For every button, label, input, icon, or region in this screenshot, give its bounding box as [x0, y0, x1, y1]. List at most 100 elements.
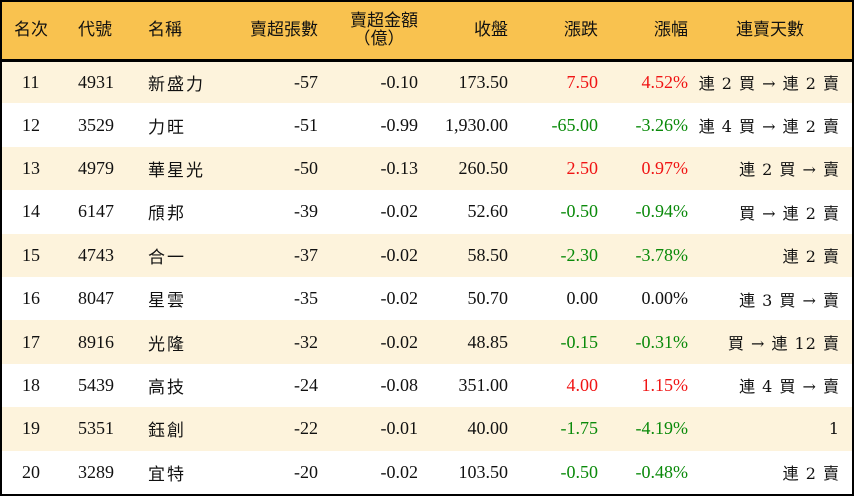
name-cell: 宜特 [148, 464, 186, 485]
close-price-cell: 40.00 [467, 418, 509, 439]
name-cell: 光隆 [148, 334, 186, 355]
header-close: 收盤 [474, 20, 508, 41]
code-cell: 5439 [78, 374, 114, 395]
rank-cell: 20 [22, 461, 40, 482]
code-cell: 8047 [78, 288, 114, 309]
net-sell-amount-cell: -0.13 [380, 157, 419, 178]
code-cell: 3289 [78, 461, 114, 482]
streak-cell: 連 2 賣 [782, 464, 840, 484]
net-sell-amount-cell: -0.02 [380, 288, 419, 309]
change-cell: 4.00 [566, 374, 599, 395]
name-cell: 鈺創 [148, 421, 186, 442]
change-pct-cell: 0.00% [641, 288, 689, 309]
streak-cell: 連 4 買 → 連 2 賣 [698, 117, 840, 137]
rank-cell: 13 [22, 157, 40, 178]
change-cell: -2.30 [560, 244, 599, 265]
name-cell: 合一 [148, 247, 186, 268]
rank-cell: 15 [22, 244, 40, 265]
change-pct-cell: -0.94% [635, 201, 689, 222]
net-sell-lots-cell: -35 [294, 288, 318, 309]
close-price-cell: 351.00 [458, 374, 509, 395]
rank-cell: 11 [22, 71, 40, 92]
table-row[interactable]: 13 4979 華星光 -50 -0.13 260.50 2.50 0.97% 連 2 買 → … [2, 146, 852, 191]
code-cell: 4743 [78, 244, 114, 265]
header-rank: 名次 [14, 20, 48, 41]
change-pct-cell: 0.97% [641, 157, 689, 178]
header-name: 名稱 [148, 20, 182, 41]
change-cell: -0.50 [560, 201, 599, 222]
change-cell: -1.75 [560, 418, 599, 439]
streak-cell: 連 2 買 → 連 2 賣 [698, 74, 840, 94]
table-row[interactable]: 15 4743 合一 -37 -0.02 58.50 -2.30 -3.78% 連 2 賣 [2, 233, 852, 277]
name-cell: 新盛力 [148, 74, 205, 95]
change-pct-cell: -0.31% [635, 331, 689, 352]
header-change-pct: 漲幅 [654, 20, 688, 41]
close-price-cell: 103.50 [458, 461, 509, 482]
table-row[interactable]: 19 5351 鈺創 -22 -0.01 40.00 -1.75 -4.19% 1 [2, 407, 852, 451]
change-pct-cell: 1.15% [641, 374, 689, 395]
net-sell-lots-cell: -22 [294, 418, 318, 439]
net-sell-amount-cell: -0.02 [380, 461, 419, 482]
change-pct-cell: 4.52% [641, 71, 689, 92]
change-cell: 0.00 [566, 288, 599, 309]
table-row[interactable]: 20 3289 宜特 -20 -0.02 103.50 -0.50 -0.48% 連 2 賣 [2, 450, 852, 494]
net-sell-lots-cell: -51 [294, 114, 318, 135]
streak-cell: 連 3 買 → 賣 [739, 290, 840, 310]
change-pct-cell: -3.26% [635, 114, 689, 135]
name-cell: 高技 [148, 377, 186, 398]
code-cell: 3529 [78, 114, 114, 135]
streak-cell: 買 → 連 2 賣 [739, 203, 840, 223]
change-cell: -0.50 [560, 461, 599, 482]
header-change: 漲跌 [564, 20, 598, 41]
header-net-sell-amount: 賣超金額 （億） [318, 2, 418, 60]
name-cell: 頎邦 [148, 204, 186, 225]
rank-cell: 16 [22, 288, 40, 309]
close-price-cell: 58.50 [467, 244, 509, 265]
net-sell-lots-cell: -57 [294, 71, 318, 92]
close-price-cell: 1,930.00 [445, 114, 508, 135]
change-pct-cell: -4.19% [635, 418, 689, 439]
code-cell: 8916 [78, 331, 114, 352]
change-pct-cell: -0.48% [635, 461, 689, 482]
close-price-cell: 50.70 [467, 288, 509, 309]
net-sell-amount-cell: -0.99 [380, 114, 419, 135]
table-row[interactable]: 14 6147 頎邦 -39 -0.02 52.60 -0.50 -0.94% 買 → 連 2 … [2, 190, 852, 234]
table-row[interactable]: 16 8047 星雲 -35 -0.02 50.70 0.00 0.00% 連 3 買 → 賣 [2, 276, 852, 321]
net-sell-amount-cell: -0.02 [380, 244, 419, 265]
rank-cell: 17 [22, 331, 40, 352]
rank-cell: 18 [22, 374, 40, 395]
streak-cell: 買 → 連 12 賣 [727, 334, 840, 354]
code-cell: 6147 [78, 201, 114, 222]
table-row[interactable]: 11 4931 新盛力 -57 -0.10 173.50 7.50 4.52% 連 2 買 → … [2, 60, 852, 104]
net-sell-amount-cell: -0.08 [380, 374, 419, 395]
table-row[interactable]: 18 5439 高技 -24 -0.08 351.00 4.00 1.15% 連 4 買 → 賣 [2, 363, 852, 408]
code-cell: 4931 [78, 71, 114, 92]
header-net-sell-amount-line1: 賣超金額 [350, 11, 418, 32]
streak-cell: 連 4 買 → 賣 [739, 377, 840, 397]
close-price-cell: 173.50 [458, 71, 509, 92]
close-price-cell: 260.50 [458, 157, 509, 178]
net-sell-lots-cell: -39 [294, 201, 318, 222]
net-sell-lots-cell: -20 [294, 461, 318, 482]
net-sell-lots-cell: -32 [294, 331, 318, 352]
rank-cell: 19 [22, 418, 40, 439]
close-price-cell: 48.85 [467, 331, 509, 352]
streak-cell: 連 2 賣 [782, 247, 840, 267]
table-body: 11 4931 新盛力 -57 -0.10 173.50 7.50 4.52% 連 2 買 → … [2, 60, 852, 494]
change-cell: 2.50 [566, 157, 599, 178]
header-net-sell-amount-line2: （億） [353, 29, 405, 50]
close-price-cell: 52.60 [467, 201, 509, 222]
change-cell: -0.15 [560, 331, 599, 352]
change-cell: 7.50 [566, 71, 599, 92]
table-row[interactable]: 17 8916 光隆 -32 -0.02 48.85 -0.15 -0.31% 買 → 連 12… [2, 320, 852, 364]
name-cell: 華星光 [148, 160, 205, 181]
net-sell-lots-cell: -24 [294, 374, 318, 395]
net-sell-lots-cell: -50 [294, 157, 318, 178]
net-sell-amount-cell: -0.10 [380, 71, 419, 92]
rank-cell: 12 [22, 114, 40, 135]
rank-cell: 14 [22, 201, 40, 222]
table-row[interactable]: 12 3529 力旺 -51 -0.99 1,930.00 -65.00 -3.26% 連 4 … [2, 103, 852, 147]
streak-cell: 1 [828, 419, 840, 439]
